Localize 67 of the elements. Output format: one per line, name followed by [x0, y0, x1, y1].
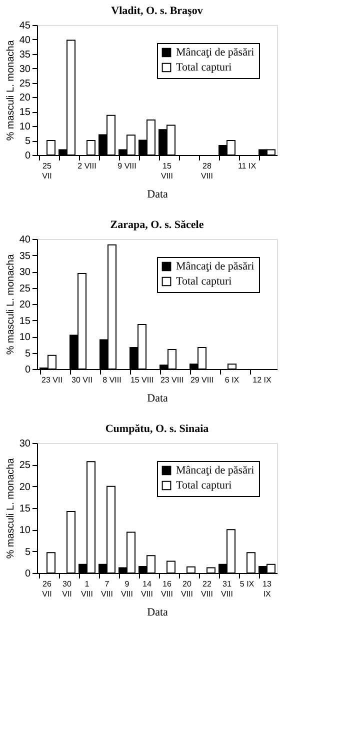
y-axis-title: % masculi L. monacha — [5, 254, 16, 355]
y-tick-label: 0 — [24, 150, 31, 162]
y-tick-label: 15 — [19, 504, 31, 514]
x-tick-label: 31 VIII — [220, 580, 234, 598]
x-axis-title: Data — [147, 392, 168, 404]
x-tick-label: 30 VII — [62, 580, 72, 598]
y-tick-label: 5 — [24, 546, 31, 558]
legend-label: Total capturi — [176, 276, 232, 288]
y-tick-label: 35 — [19, 49, 31, 60]
chart-title: Vladit, O. s. Braşov — [111, 5, 204, 17]
y-tick-label: 25 — [19, 460, 31, 472]
x-tick-label: 25 VII — [42, 162, 52, 180]
x-tick-label: 6 IX — [224, 376, 240, 384]
y-tick-label: 20 — [19, 92, 31, 104]
x-tick-label: 23 VII — [42, 376, 62, 384]
y-tick-label: 0 — [24, 568, 31, 580]
y-tick-label: 35 — [19, 250, 31, 262]
x-tick-label: 15 VIII — [130, 376, 154, 384]
y-tick-label: 40 — [19, 234, 31, 246]
x-tick-label: 26 VII — [42, 580, 52, 598]
y-tick-label: 5 — [24, 136, 31, 148]
x-axis-title: Data — [147, 606, 168, 618]
x-tick-label: 20 VIII — [180, 580, 194, 598]
x-tick-label: 14 VIII — [140, 580, 154, 598]
x-tick-label: 29 VIII — [190, 376, 214, 384]
y-tick-label: 30 — [19, 438, 31, 450]
y-tick-label: 10 — [19, 122, 31, 133]
x-tick-label: 11 IX — [238, 162, 257, 170]
chart-title: Zarapa, O. s. Săcele — [110, 219, 204, 231]
x-tick-label: 8 VIII — [102, 376, 122, 384]
y-tick-label: 10 — [19, 332, 31, 343]
x-tick-label: 15 VIII — [160, 162, 174, 180]
y-tick-label: 45 — [19, 20, 31, 32]
x-tick-label: 22 VIII — [200, 580, 214, 598]
y-tick-label: 20 — [19, 482, 31, 493]
legend-label: Total capturi — [176, 480, 232, 492]
legend-label: Total capturi — [176, 62, 232, 74]
legend-label: Mâncaţi de păsări — [176, 46, 254, 58]
y-axis-title: % masculi L. monacha — [5, 40, 16, 141]
x-tick-label: 1 VIII — [80, 580, 94, 598]
x-tick-label: 2 VIII — [78, 162, 96, 170]
x-tick-label: 5 IX — [240, 580, 255, 588]
y-tick-label: 15 — [19, 107, 31, 118]
x-tick-label: 23 VIII — [160, 376, 184, 384]
y-tick-label: 25 — [19, 283, 31, 294]
x-tick-label: 16 VIII — [160, 580, 174, 598]
x-axis-title: Data — [147, 188, 168, 200]
x-tick-label: 28 VIII — [200, 162, 214, 180]
y-tick-label: 5 — [24, 348, 31, 360]
y-tick-label: 20 — [19, 300, 31, 310]
y-tick-label: 15 — [19, 316, 31, 327]
y-tick-label: 25 — [19, 78, 31, 90]
legend-label: Mâncaţi de păsări — [176, 260, 254, 272]
y-tick-label: 30 — [19, 64, 31, 75]
x-tick-label: 9 VIII — [120, 580, 134, 598]
y-tick-label: 30 — [19, 267, 31, 278]
x-tick-label: 7 VIII — [100, 580, 114, 598]
legend-label: Mâncaţi de păsări — [176, 464, 254, 476]
x-tick-label: 9 VIII — [118, 162, 136, 170]
y-tick-label: 0 — [24, 364, 31, 376]
x-tick-label: 13 IX — [262, 580, 272, 598]
chart-title: Cumpătu, O. s. Sinaia — [105, 423, 210, 435]
x-tick-label: 30 VII — [72, 376, 92, 384]
x-tick-label: 12 IX — [252, 376, 272, 384]
y-tick-label: 40 — [19, 34, 31, 46]
y-axis-title: % masculi L. monacha — [5, 458, 16, 559]
y-tick-label: 10 — [19, 525, 31, 536]
